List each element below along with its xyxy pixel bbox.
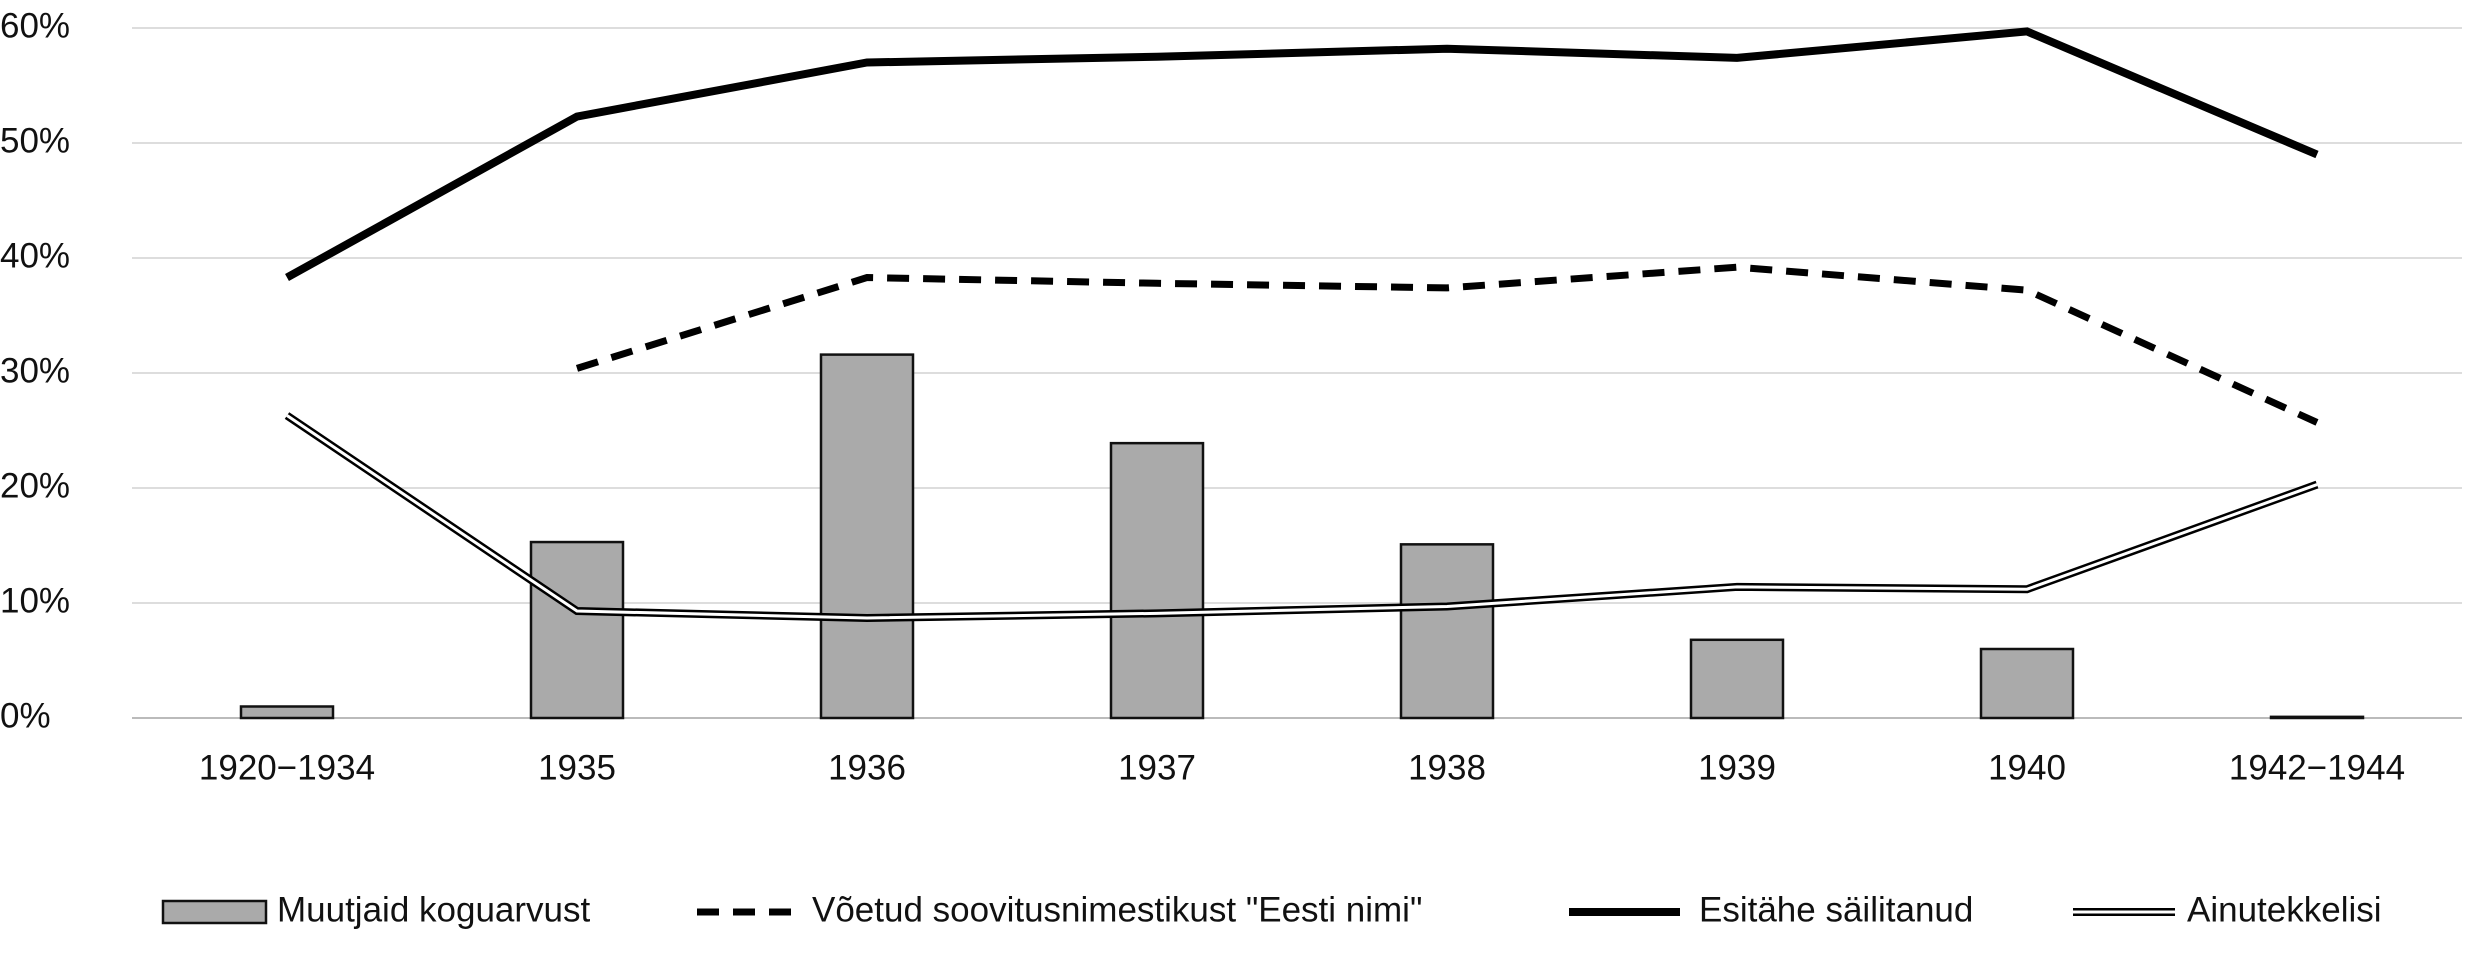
y-tick-label: 30% (0, 351, 70, 390)
bar (1689, 638, 1785, 720)
legend-label: Ainutekkelisi (2187, 890, 2382, 929)
y-tick-label: 20% (0, 466, 70, 505)
x-tick-label: 1935 (538, 748, 616, 787)
bar (529, 540, 625, 720)
x-tick-label: 1940 (1988, 748, 2066, 787)
x-tick-label: 1938 (1408, 748, 1486, 787)
line-series (575, 263, 2319, 426)
bar (819, 353, 915, 720)
bar (239, 705, 335, 720)
y-tick-label: 0% (0, 696, 51, 735)
line-series (285, 27, 2319, 282)
x-tick-label: 1936 (828, 748, 906, 787)
bar (1109, 441, 1205, 720)
y-tick-label: 60% (0, 6, 70, 45)
x-tick-label: 1920−1934 (199, 748, 375, 787)
y-tick-label: 50% (0, 121, 70, 160)
bar (1979, 647, 2075, 720)
legend-label: Esitähe säilitanud (1699, 890, 1973, 929)
bar (2269, 715, 2365, 720)
legend-label: Võetud soovitusnimestikust "Eesti nimi" (812, 890, 1422, 929)
x-tick-label: 1937 (1118, 748, 1196, 787)
x-tick-label: 1939 (1698, 748, 1776, 787)
bar (1399, 543, 1495, 720)
legend-swatch (161, 899, 268, 925)
legend-label: Muutjaid koguarvust (277, 890, 590, 929)
line-series-inner (286, 414, 2318, 620)
y-tick-label: 40% (0, 236, 70, 275)
x-tick-label: 1942−1944 (2229, 748, 2405, 787)
y-tick-label: 10% (0, 581, 70, 620)
